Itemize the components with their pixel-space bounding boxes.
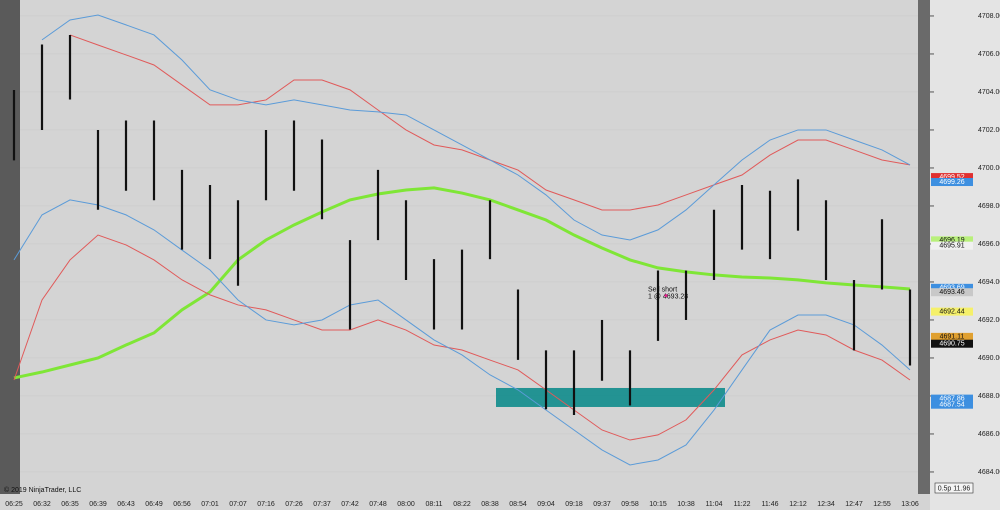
- x-tick-label: 12:47: [845, 501, 863, 508]
- price-marker-label: 4699.26: [939, 179, 964, 186]
- y-tick-label: 4708.00: [978, 13, 1000, 20]
- status-box: [934, 482, 974, 494]
- price-marker-label: 4696.19: [939, 237, 964, 244]
- price-marker: [931, 332, 973, 341]
- x-tick-label: 06:49: [145, 501, 163, 508]
- price-marker: [931, 394, 973, 403]
- x-tick-label: 09:04: [537, 501, 555, 508]
- x-tick-label: 11:04: [706, 501, 723, 508]
- price-marker: [931, 400, 973, 409]
- indicator-line: [13, 186, 911, 380]
- right-strip: [918, 0, 930, 494]
- x-tick-label: 07:16: [257, 501, 275, 508]
- x-tick-label: 12:12: [789, 501, 807, 508]
- axis-background: [930, 0, 1000, 510]
- y-tick-label: 4684.00: [978, 469, 1000, 476]
- price-marker: [931, 236, 973, 245]
- x-tick-label: 08:54: [509, 501, 527, 508]
- x-tick-label: 06:35: [61, 501, 79, 508]
- price-marker: [931, 241, 973, 250]
- price-marker-label: 4687.54: [939, 402, 964, 409]
- x-tick-label: 06:43: [117, 501, 135, 508]
- indicator-line: [41, 14, 911, 241]
- x-tick-label: 07:37: [313, 501, 331, 508]
- y-tick-label: 4700.00: [978, 165, 1000, 172]
- x-tick-label: 12:55: [873, 501, 891, 508]
- x-tick-label: 07:07: [229, 501, 247, 508]
- x-tick-label: 07:42: [341, 501, 359, 508]
- x-tick-label: 08:38: [481, 501, 499, 508]
- price-marker: [931, 283, 973, 292]
- x-tick-label: 09:18: [565, 501, 583, 508]
- x-tick-label: 13:06: [901, 501, 919, 508]
- price-marker-label: 4693.69: [939, 285, 964, 292]
- x-tick-label: 11:22: [734, 501, 751, 508]
- x-tick-label: 12:34: [817, 501, 835, 508]
- x-tick-label: 08:11: [426, 501, 443, 508]
- price-marker: [931, 307, 973, 316]
- annotation-title: Sell short: [648, 286, 677, 293]
- copyright: © 2019 NinjaTrader, LLC: [4, 486, 81, 494]
- y-tick-label: 4702.00: [978, 127, 1000, 134]
- price-marker-label: 4690.75: [939, 341, 964, 348]
- x-tick-label: 08:00: [397, 501, 415, 508]
- price-marker: [931, 173, 973, 182]
- annotation-text: 1 @ 4693.28: [648, 293, 688, 300]
- x-tick-label: 09:37: [593, 501, 611, 508]
- x-tick-label: 11:46: [762, 501, 779, 508]
- x-tick-label: 08:22: [453, 501, 471, 508]
- y-tick-label: 4694.00: [978, 279, 1000, 286]
- indicator-line: [13, 234, 911, 441]
- x-tick-label: 07:26: [285, 501, 303, 508]
- price-marker-label: 4699.52: [939, 174, 964, 181]
- x-tick-label: 09:58: [621, 501, 639, 508]
- y-tick-label: 4706.00: [978, 51, 1000, 58]
- indicator-line: [13, 199, 911, 466]
- price-marker: [931, 178, 973, 187]
- y-tick-label: 4686.00: [978, 431, 1000, 438]
- price-marker: [931, 339, 973, 348]
- x-tick-label: 06:39: [89, 501, 107, 508]
- x-tick-label: 06:32: [33, 501, 51, 508]
- x-tick-label: 07:48: [369, 501, 387, 508]
- status: 0.5p 11.96: [938, 485, 971, 492]
- x-tick-label: 10:38: [677, 501, 695, 508]
- left-strip: [0, 0, 20, 494]
- y-tick-label: 4698.00: [978, 203, 1000, 210]
- price-marker-label: 4695.91: [939, 243, 964, 250]
- zone: [496, 387, 725, 407]
- plot-background: [0, 0, 930, 510]
- price-marker: [931, 288, 973, 297]
- x-tick-label: 06:25: [5, 501, 23, 508]
- x-tick-label: 07:01: [201, 501, 219, 508]
- y-tick-label: 4696.00: [978, 241, 1000, 248]
- price-marker-label: 4693.46: [939, 289, 964, 296]
- trade-marker: [664, 294, 668, 298]
- x-tick-label: 10:15: [649, 501, 667, 508]
- price-marker-label: 4692.44: [939, 308, 964, 315]
- x-tick-label: 06:56: [173, 501, 191, 508]
- y-tick-label: 4692.00: [978, 317, 1000, 324]
- price-marker-label: 4691.11: [940, 334, 965, 341]
- y-tick-label: 4690.00: [978, 355, 1000, 362]
- y-tick-label: 4688.00: [978, 393, 1000, 400]
- y-tick-label: 4704.00: [978, 89, 1000, 96]
- price-marker-label: 4687.86: [939, 395, 964, 402]
